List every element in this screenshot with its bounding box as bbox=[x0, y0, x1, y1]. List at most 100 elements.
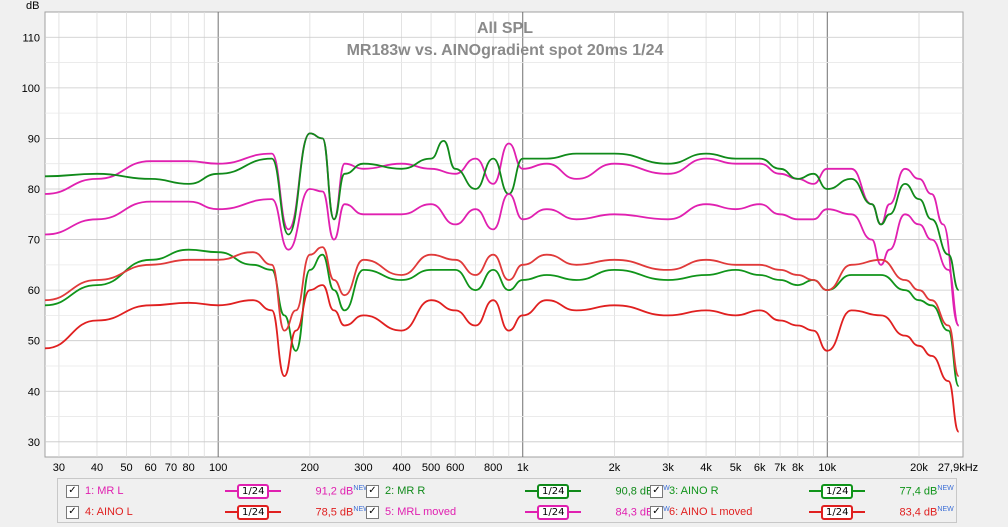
legend-checkbox[interactable]: ✓ bbox=[66, 505, 79, 519]
level-text: 90,8 dB bbox=[615, 485, 654, 498]
level-text: 84,3 dB bbox=[615, 506, 654, 519]
y-tick-label: 30 bbox=[28, 437, 40, 449]
smoothing-label: 1/24 bbox=[821, 483, 854, 499]
legend-series-name: 3: AINO R bbox=[669, 485, 719, 497]
legend-line-left bbox=[525, 511, 537, 513]
new-badge: NEW bbox=[353, 484, 370, 492]
y-tick-label: 40 bbox=[28, 386, 40, 398]
x-tick-label: 70 bbox=[165, 462, 177, 474]
y-tick-label: 110 bbox=[22, 32, 40, 44]
new-badge: NEW bbox=[937, 484, 954, 492]
y-axis: 30 40 50 60 70 80 90 100 110 bbox=[22, 32, 40, 449]
x-tick-label: 800 bbox=[484, 462, 502, 474]
legend-checkbox[interactable]: ✓ bbox=[66, 484, 79, 498]
x-tick-label: 80 bbox=[183, 462, 195, 474]
chart-subtitle: MR183w vs. AINOgradient spot 20ms 1/24 bbox=[347, 42, 664, 59]
legend-line-left bbox=[225, 511, 237, 513]
level-text: 91,2 dB bbox=[315, 485, 354, 498]
legend-line-left bbox=[225, 490, 237, 492]
x-tick-label: 60 bbox=[144, 462, 156, 474]
y-axis-unit: dB bbox=[26, 0, 39, 12]
legend-series-name: 5: MRL moved bbox=[385, 506, 457, 518]
x-tick-label: 7k bbox=[774, 462, 786, 474]
legend-series-name: 4: AINO L bbox=[85, 506, 133, 518]
x-tick-label: 4k bbox=[700, 462, 712, 474]
legend-checkbox[interactable]: ✓ bbox=[650, 505, 663, 519]
legend-panel: ✓ 1: MR L 1/24 91,2 dBNEW ✓ 2: MR R 1/24 90,8 d… bbox=[57, 478, 957, 523]
legend-line-right bbox=[853, 511, 866, 513]
legend-line-left bbox=[809, 511, 821, 513]
smoothing-label: 1/24 bbox=[821, 504, 854, 520]
smoothing-label: 1/24 bbox=[237, 504, 270, 520]
x-tick-label: 40 bbox=[91, 462, 103, 474]
legend-level-value: 78,5 dBNEW bbox=[315, 506, 369, 519]
smoothing-button[interactable]: 1/24 bbox=[809, 504, 866, 520]
legend-item[interactable]: ✓ 4: AINO L 1/24 78,5 dBNEW bbox=[66, 503, 370, 521]
level-text: 83,4 dB bbox=[899, 506, 938, 519]
smoothing-label: 1/24 bbox=[537, 504, 570, 520]
x-tick-label: 3k bbox=[662, 462, 674, 474]
legend-line-right bbox=[569, 511, 582, 513]
x-tick-label: 6k bbox=[754, 462, 766, 474]
legend-line-left bbox=[525, 490, 537, 492]
y-tick-label: 80 bbox=[28, 184, 40, 196]
new-badge: NEW bbox=[937, 505, 954, 513]
legend-line-right bbox=[569, 490, 582, 492]
level-text: 78,5 dB bbox=[315, 506, 354, 519]
level-text: 77,4 dB bbox=[899, 485, 938, 498]
smoothing-label: 1/24 bbox=[237, 483, 270, 499]
x-tick-label: 5k bbox=[730, 462, 742, 474]
legend-item[interactable]: ✓ 1: MR L 1/24 91,2 dBNEW bbox=[66, 482, 370, 500]
smoothing-button[interactable]: 1/24 bbox=[525, 483, 582, 499]
x-tick-label: 50 bbox=[120, 462, 132, 474]
legend-item[interactable]: ✓ 6: AINO L moved 1/24 83,4 dBNEW bbox=[650, 503, 954, 521]
x-axis: 30 40 50 60 70 80 100 200 300 400 500 600 800 1k 2k 3k 4… bbox=[53, 462, 978, 474]
smoothing-label: 1/24 bbox=[537, 483, 570, 499]
y-tick-label: 100 bbox=[22, 83, 40, 95]
x-tick-label: 1k bbox=[517, 462, 529, 474]
legend-checkbox[interactable]: ✓ bbox=[366, 505, 379, 519]
grid bbox=[45, 12, 963, 457]
legend-series-name: 1: MR L bbox=[85, 485, 124, 497]
series-line-6 bbox=[44, 246, 960, 377]
x-tick-label: 600 bbox=[446, 462, 464, 474]
smoothing-button[interactable]: 1/24 bbox=[225, 483, 282, 499]
plot-background bbox=[44, 11, 964, 458]
x-tick-label: 30 bbox=[53, 462, 65, 474]
series-group bbox=[44, 132, 960, 433]
x-tick-label: 27,9kHz bbox=[938, 462, 978, 474]
chart-title: All SPL bbox=[477, 20, 533, 37]
smoothing-button[interactable]: 1/24 bbox=[225, 504, 282, 520]
x-tick-label: 10k bbox=[818, 462, 836, 474]
legend-level-value: 91,2 dBNEW bbox=[315, 485, 369, 498]
x-tick-label: 100 bbox=[209, 462, 227, 474]
legend-checkbox[interactable]: ✓ bbox=[366, 484, 379, 498]
x-tick-label: 400 bbox=[392, 462, 410, 474]
series-line-4 bbox=[44, 284, 960, 433]
x-tick-label: 500 bbox=[422, 462, 440, 474]
legend-level-value: 83,4 dBNEW bbox=[899, 506, 953, 519]
y-tick-label: 70 bbox=[28, 235, 40, 247]
x-tick-label: 300 bbox=[354, 462, 372, 474]
smoothing-button[interactable]: 1/24 bbox=[525, 504, 582, 520]
legend-line-right bbox=[269, 511, 282, 513]
legend-line-right bbox=[269, 490, 282, 492]
legend-item[interactable]: ✓ 3: AINO R 1/24 77,4 dBNEW bbox=[650, 482, 954, 500]
legend-line-right bbox=[853, 490, 866, 492]
new-badge: NEW bbox=[353, 505, 370, 513]
x-tick-label: 8k bbox=[792, 462, 804, 474]
legend-series-name: 6: AINO L moved bbox=[669, 506, 753, 518]
legend-series-name: 2: MR R bbox=[385, 485, 426, 497]
x-tick-label: 20k bbox=[910, 462, 928, 474]
y-tick-label: 50 bbox=[28, 336, 40, 348]
x-tick-label: 2k bbox=[609, 462, 621, 474]
legend-level-value: 77,4 dBNEW bbox=[899, 485, 953, 498]
y-tick-label: 60 bbox=[28, 285, 40, 297]
legend-line-left bbox=[809, 490, 821, 492]
legend-checkbox[interactable]: ✓ bbox=[650, 484, 663, 498]
smoothing-button[interactable]: 1/24 bbox=[809, 483, 866, 499]
